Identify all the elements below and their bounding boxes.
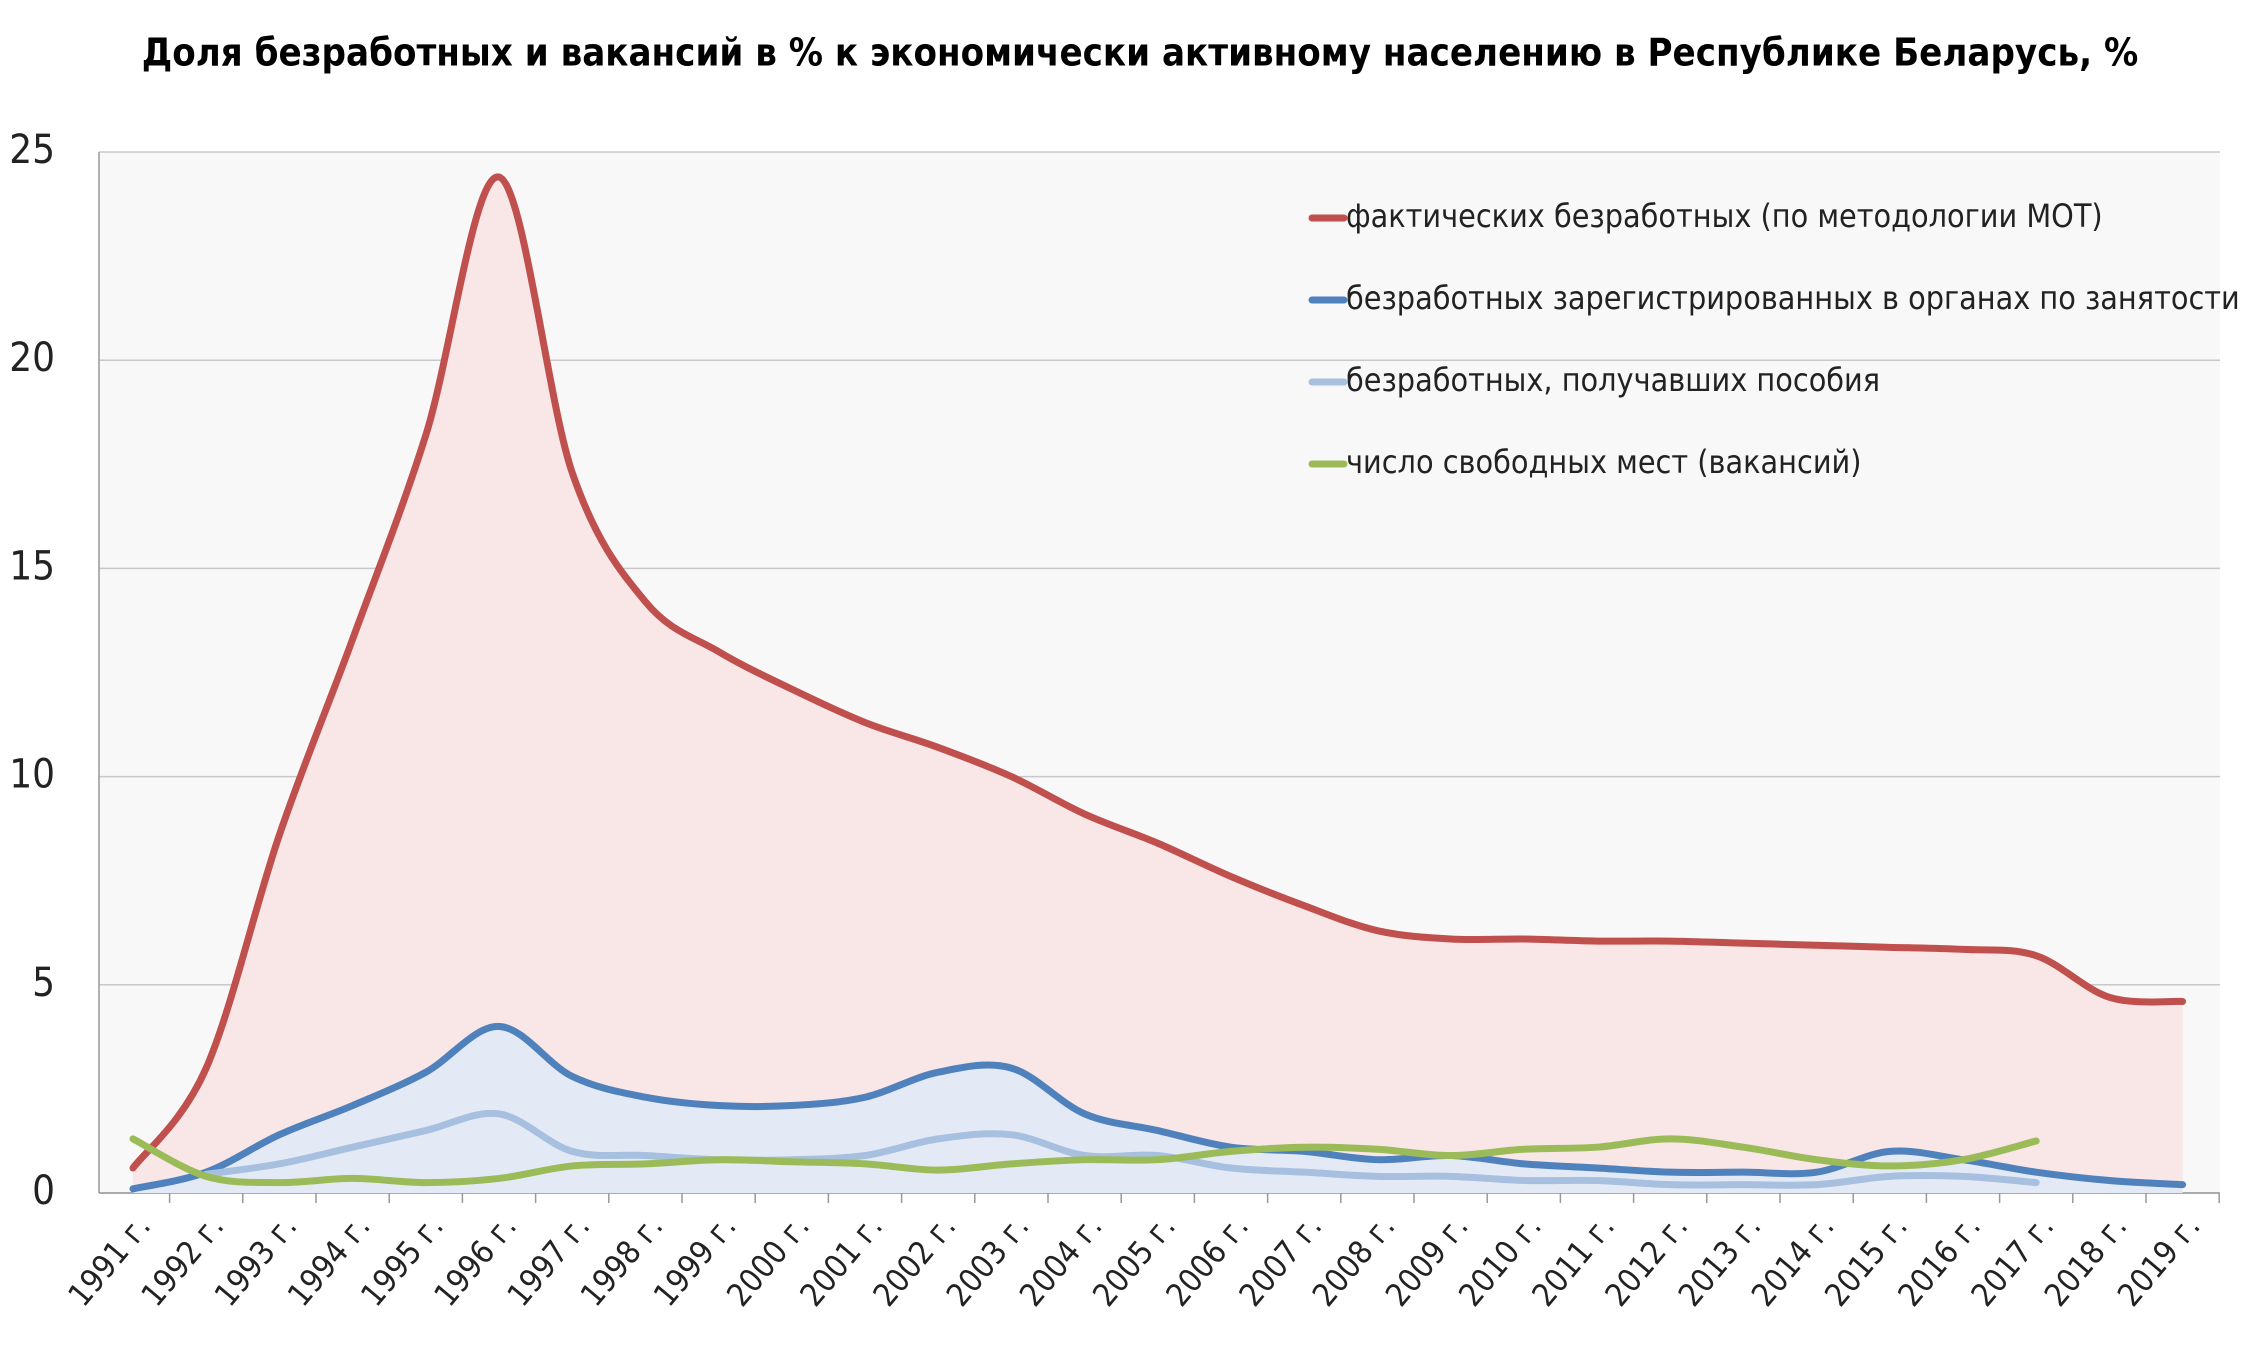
y-tick-label: 25: [9, 127, 55, 173]
legend-label: фактических безработных (по методологии …: [1346, 197, 2103, 235]
y-tick-label: 0: [32, 1168, 55, 1214]
series-line: [129, 1022, 2187, 1193]
area-fill: [133, 176, 2183, 1193]
y-tick-label: 5: [32, 960, 55, 1006]
chart-title: Доля безработных и вакансий в % к эконом…: [142, 31, 2138, 75]
legend-label: число свободных мест (вакансий): [1346, 443, 1861, 481]
y-tick-label: 10: [9, 752, 55, 798]
area-fill: [133, 1026, 2183, 1193]
x-tick-label: 2019 г.: [2110, 1208, 2208, 1314]
series-line: [202, 1109, 2040, 1189]
y-tick-label: 20: [9, 335, 55, 381]
y-tick-label: 15: [9, 543, 55, 589]
series-line: [129, 1135, 2040, 1187]
legend-label: безработных, получавших пособия: [1346, 361, 1880, 399]
legend-label: безработных зарегистрированных в органах…: [1346, 279, 2240, 317]
series-line: [129, 173, 2187, 1172]
